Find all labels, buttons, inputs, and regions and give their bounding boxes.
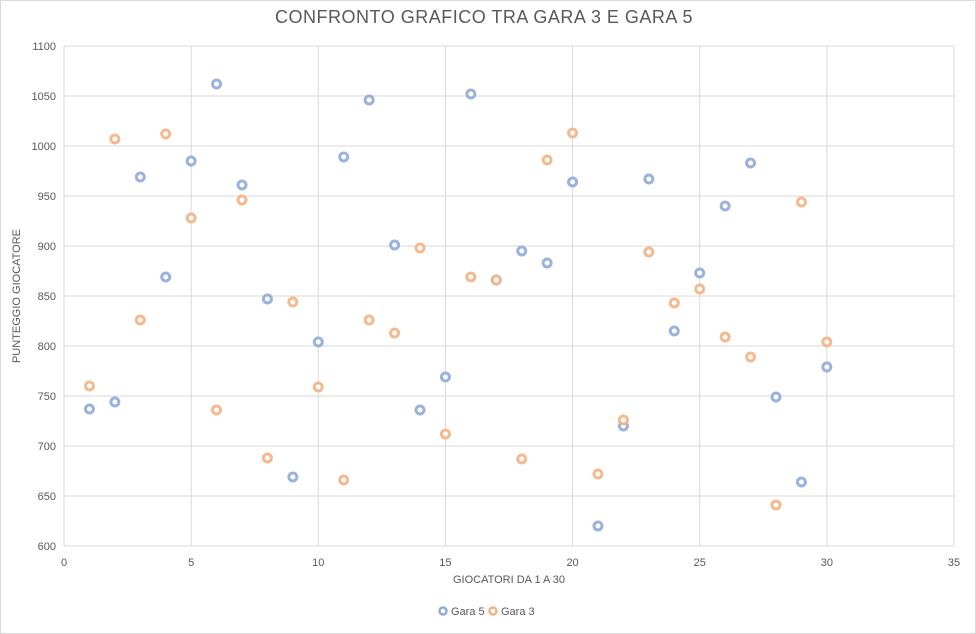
data-point (160, 128, 172, 140)
y-tick-label: 950 (38, 191, 56, 203)
data-point (83, 380, 95, 392)
data-point (389, 239, 401, 251)
x-tick-label: 15 (439, 557, 451, 569)
data-points (83, 78, 833, 532)
data-point (770, 391, 782, 403)
data-point (439, 428, 451, 440)
data-point (261, 452, 273, 464)
data-point (821, 361, 833, 373)
data-point (516, 245, 528, 257)
data-point (592, 468, 604, 480)
x-tick-label: 5 (188, 557, 194, 569)
data-point (363, 314, 375, 326)
data-point (668, 297, 680, 309)
data-point (287, 296, 299, 308)
y-tick-label: 1100 (32, 41, 56, 53)
y-tick-label: 900 (38, 241, 56, 253)
data-point (134, 314, 146, 326)
y-tick-label: 750 (38, 391, 56, 403)
x-tick-label: 10 (312, 557, 324, 569)
data-point (617, 414, 629, 426)
data-point (211, 78, 223, 90)
legend-marker (438, 606, 448, 616)
data-point (694, 267, 706, 279)
data-point (185, 155, 197, 167)
data-point (134, 171, 146, 183)
data-point (363, 94, 375, 106)
x-tick-label: 30 (821, 557, 833, 569)
data-point (541, 257, 553, 269)
data-point (490, 274, 502, 286)
data-point (414, 242, 426, 254)
data-point (287, 471, 299, 483)
y-tick-label: 1000 (32, 141, 56, 153)
data-point (465, 271, 477, 283)
data-point (236, 179, 248, 191)
x-tick-label: 0 (61, 557, 67, 569)
y-axis-title: PUNTEGGIO GIOCATORE (11, 229, 23, 363)
data-point (668, 325, 680, 337)
data-point (338, 474, 350, 486)
x-axis-ticks: 0 5 10 15 20 25 30 35 (61, 557, 960, 569)
legend-item: Gara 3 (488, 606, 535, 618)
legend-label: Gara 3 (501, 606, 535, 618)
data-point (236, 194, 248, 206)
data-point (567, 176, 579, 188)
data-point (211, 404, 223, 416)
data-point (312, 381, 324, 393)
data-point (465, 88, 477, 100)
legend: Gara 5 Gara 3 (438, 606, 535, 618)
legend-marker (488, 606, 498, 616)
data-point (745, 157, 757, 169)
data-point (109, 396, 121, 408)
data-point (439, 371, 451, 383)
data-point (821, 336, 833, 348)
y-tick-label: 650 (38, 491, 56, 503)
data-point (414, 404, 426, 416)
data-point (389, 327, 401, 339)
y-tick-label: 700 (38, 441, 56, 453)
data-point (541, 154, 553, 166)
data-point (83, 403, 95, 415)
legend-label: Gara 5 (451, 606, 485, 618)
data-point (185, 212, 197, 224)
data-point (261, 293, 273, 305)
data-point (312, 336, 324, 348)
y-axis-ticks: 600 650 700 750 800 850 900 950 1000 1050 1100 (32, 41, 56, 553)
gridlines (63, 45, 955, 547)
series-gara-3 (83, 127, 833, 511)
y-tick-label: 800 (38, 341, 56, 353)
x-tick-label: 20 (566, 557, 578, 569)
data-point (795, 196, 807, 208)
data-point (643, 173, 655, 185)
data-point (516, 453, 528, 465)
y-tick-label: 600 (38, 541, 56, 553)
x-axis-title: GIOCATORI DA 1 A 30 (453, 574, 565, 586)
y-tick-label: 1050 (32, 91, 56, 103)
data-point (592, 520, 604, 532)
data-point (643, 246, 655, 258)
y-tick-label: 850 (38, 291, 56, 303)
data-point (745, 351, 757, 363)
data-point (719, 331, 731, 343)
data-point (160, 271, 172, 283)
data-point (795, 476, 807, 488)
data-point (719, 200, 731, 212)
data-point (694, 283, 706, 295)
data-point (770, 499, 782, 511)
data-point (109, 133, 121, 145)
data-point (567, 127, 579, 139)
chart-title: CONFRONTO GRAFICO TRA GARA 3 E GARA 5 (275, 7, 693, 27)
series-gara-5 (83, 78, 833, 532)
x-tick-label: 35 (948, 557, 960, 569)
legend-item: Gara 5 (438, 606, 485, 618)
data-point (338, 151, 350, 163)
x-tick-label: 25 (694, 557, 706, 569)
